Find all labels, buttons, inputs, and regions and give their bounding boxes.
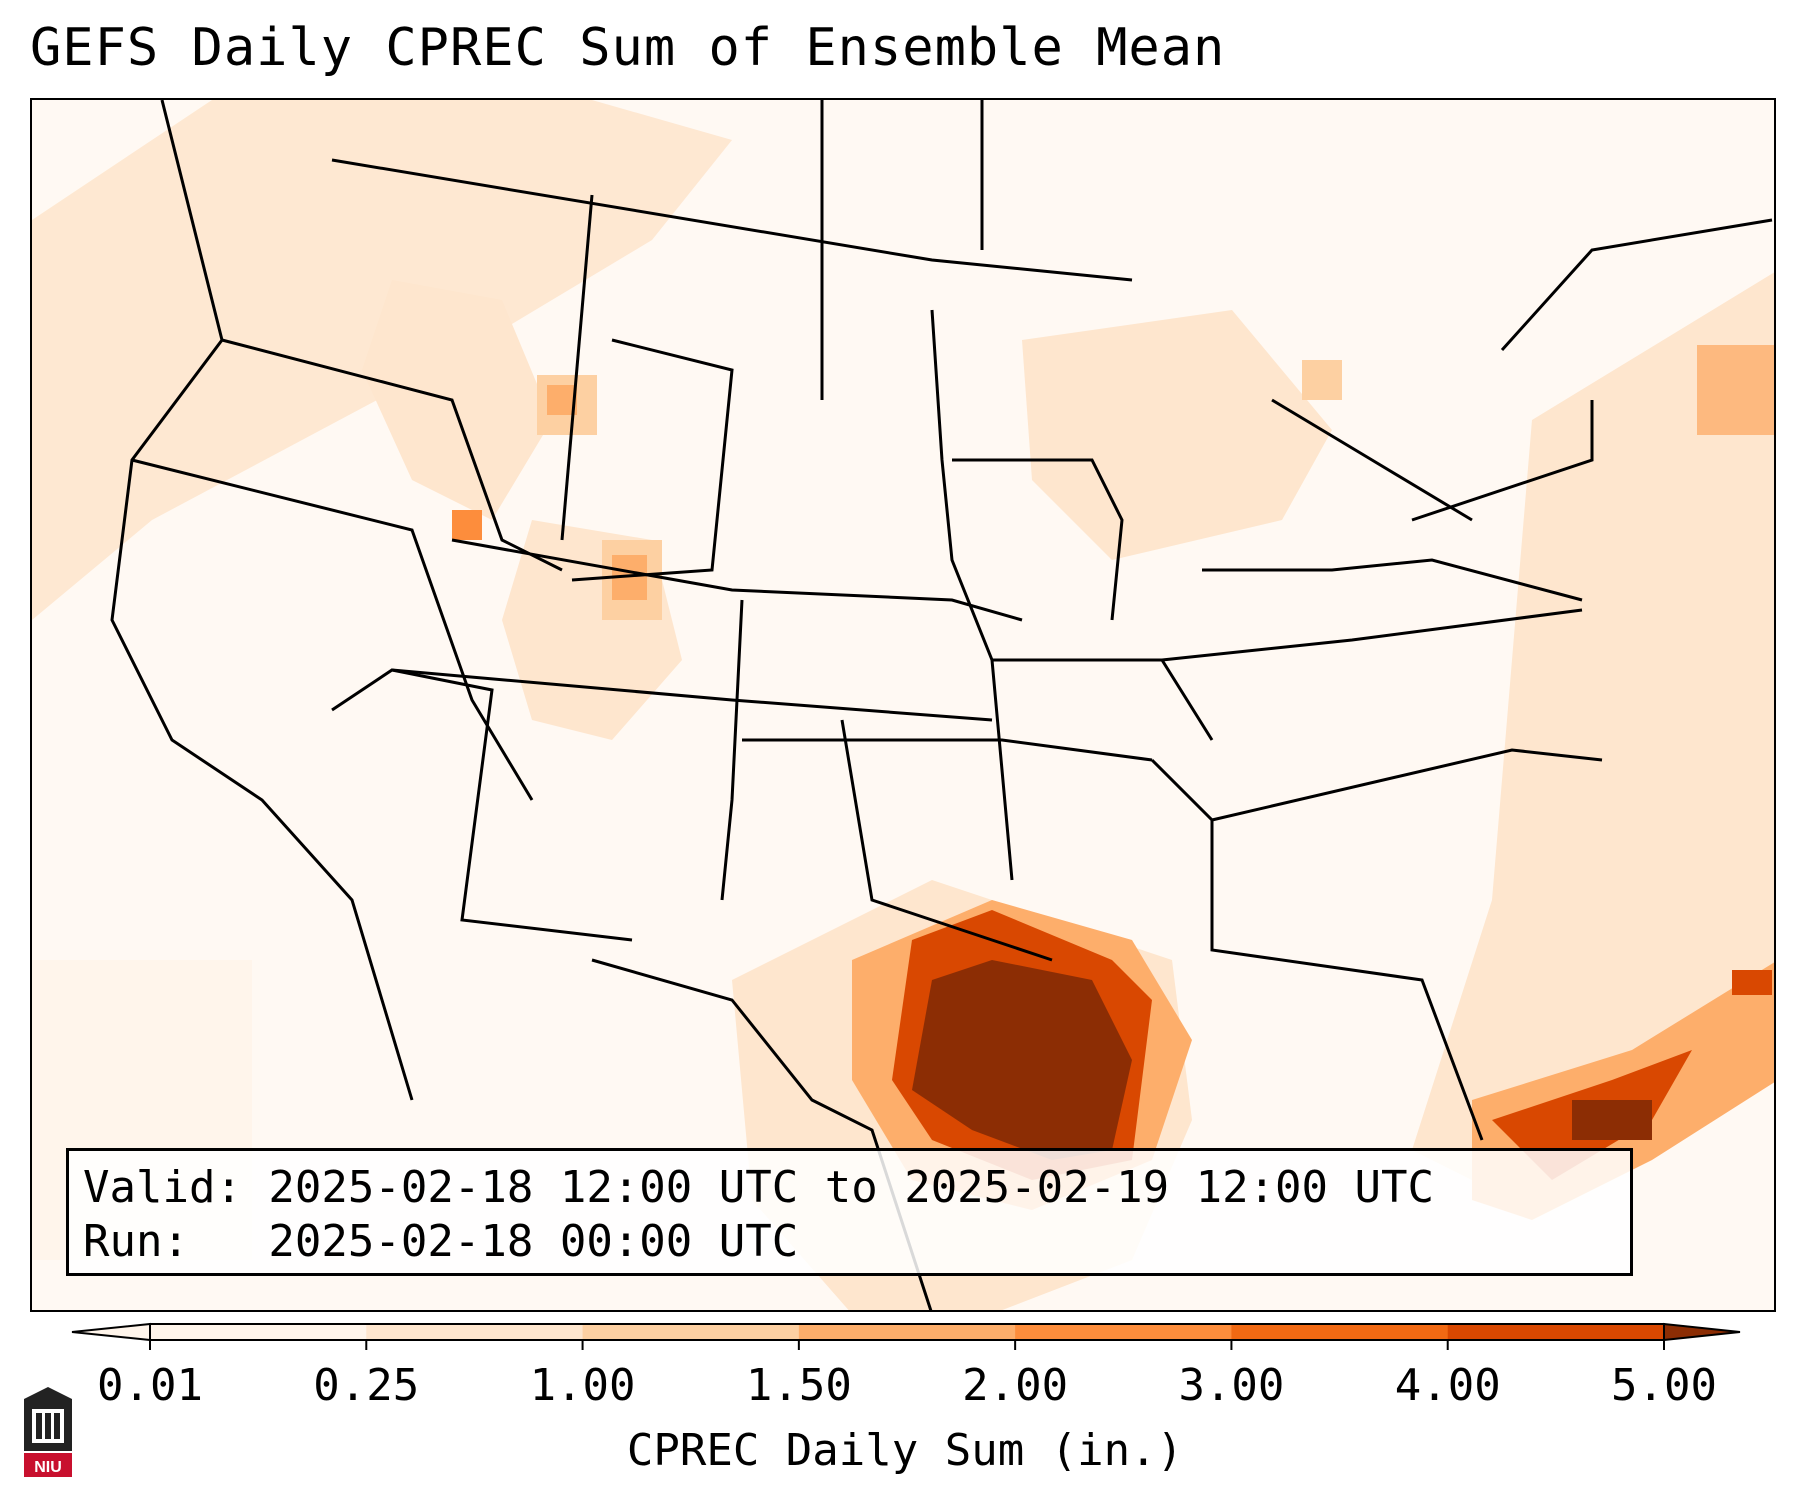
colorbar-tick-label: 5.00 <box>1611 1360 1717 1411</box>
colorbar-tick-label: 0.25 <box>313 1360 420 1411</box>
precip-map <box>32 100 1774 1310</box>
colorbar-tick-label: 1.50 <box>745 1360 852 1411</box>
map-panel <box>30 98 1776 1312</box>
colorbar-segment <box>1447 1324 1665 1340</box>
colorbar-tick-label: 1.00 <box>529 1360 636 1411</box>
run-text: Run: 2025-02-18 00:00 UTC <box>83 1216 799 1267</box>
colorbar-segment <box>150 1324 367 1340</box>
colorbar-tick-label: 4.00 <box>1394 1360 1501 1411</box>
colorbar-segment <box>582 1324 800 1340</box>
colorbar-segment <box>1231 1324 1449 1340</box>
valid-time-box: Valid: 2025-02-18 12:00 UTC to 2025-02-1… <box>66 1148 1633 1276</box>
colorbar-segment <box>366 1324 584 1340</box>
colorbar-segment <box>1015 1324 1232 1340</box>
valid-text: Valid: 2025-02-18 12:00 UTC to 2025-02-1… <box>83 1162 1435 1213</box>
colorbar-max-arrow <box>1663 1322 1741 1342</box>
colorbar <box>71 1322 1741 1350</box>
colorbar-segment <box>798 1324 1016 1340</box>
precip-shading <box>32 100 1774 1310</box>
colorbar-outline <box>149 1323 1665 1341</box>
logo-text: NIU <box>34 1459 62 1476</box>
colorbar-tick-label: 2.00 <box>962 1360 1069 1411</box>
colorbar-label: CPREC Daily Sum (in.) <box>626 1425 1184 1476</box>
colorbar-tick-label: 3.00 <box>1178 1360 1285 1411</box>
niu-logo-icon: NIU <box>24 1387 72 1477</box>
colorbar-min-arrow <box>71 1322 151 1342</box>
colorbar-tick-label: 0.01 <box>97 1360 203 1411</box>
chart-title: GEFS Daily CPREC Sum of Ensemble Mean <box>30 18 1226 78</box>
state-boundaries <box>110 100 1773 1310</box>
